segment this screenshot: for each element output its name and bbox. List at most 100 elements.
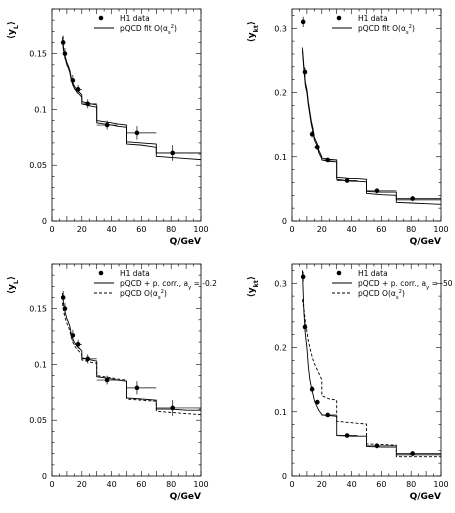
legend-label-1: H1 data	[120, 14, 150, 23]
y-axis-title: ⟨ykt⟩	[247, 21, 260, 42]
x-tick-label: 80	[406, 225, 416, 234]
x-axis-title: Q/GeV	[410, 237, 441, 247]
data-point	[70, 333, 76, 338]
data-point	[134, 130, 140, 136]
x-tick-label: 20	[77, 480, 87, 489]
data-point	[170, 150, 175, 156]
data-point	[315, 144, 320, 150]
data-point	[85, 101, 91, 107]
x-tick-label: 60	[136, 480, 146, 489]
series-line-2	[301, 50, 442, 205]
data-point	[300, 19, 306, 25]
series-line-1	[301, 47, 441, 201]
data-point	[325, 412, 331, 418]
x-tick-label: 40	[107, 225, 117, 234]
data-point	[344, 433, 350, 438]
x-tick-label: 40	[107, 480, 117, 489]
x-tick-label: 0	[49, 480, 54, 489]
data-point	[104, 122, 110, 128]
y-tick-label: 0.05	[29, 416, 47, 425]
y-tick-label: 0.2	[274, 89, 287, 98]
series-line-2	[301, 299, 441, 458]
legend-marker-data	[98, 15, 104, 21]
x-tick-label: 40	[347, 480, 357, 489]
y-tick-label: 0	[282, 217, 287, 226]
x-tick-label: 80	[166, 225, 176, 234]
data-point	[309, 386, 315, 392]
x-tick-label: 100	[193, 480, 208, 489]
data-point	[70, 78, 76, 83]
x-tick-label: 0	[49, 225, 54, 234]
x-tick-label: 60	[376, 480, 386, 489]
y-tick-label: 0	[282, 472, 287, 481]
legend-label-2: pQCD fit O(αs2)	[120, 24, 177, 36]
data-point	[309, 131, 315, 137]
data-point	[75, 87, 81, 92]
legend-marker-data	[336, 15, 342, 21]
series-line-1	[301, 270, 441, 456]
legend-label-2: pQCD + p. corr., ay = -50	[358, 279, 453, 291]
chart-panel-2: 0 20 40 60 80 100 0 0.1 0.2 0.3 Q/GeV ⟨ykt⟩ H1 datap…	[247, 8, 449, 247]
legend-marker-data	[98, 270, 104, 276]
x-tick-label: 80	[406, 480, 416, 489]
plot-frame	[51, 8, 202, 222]
y-axis-title: ⟨ykt⟩	[247, 276, 260, 297]
data-point	[410, 196, 415, 201]
series-line-1	[61, 36, 201, 154]
data-point	[374, 443, 380, 449]
x-tick-label: 100	[433, 225, 448, 234]
x-tick-label: 20	[317, 480, 327, 489]
y-tick-label: 0.1	[34, 360, 47, 369]
data-point	[302, 69, 308, 75]
chart-panel-3: 0 20 40 60 80 100 0 0.05 0.1 0.15 Q/GeV ⟨yL⟩ H1 data…	[7, 263, 217, 502]
data-point	[410, 451, 415, 456]
y-tick-label: 0	[42, 472, 47, 481]
legend-marker-data	[336, 270, 342, 276]
data-point	[344, 178, 350, 183]
x-tick-label: 100	[433, 480, 448, 489]
y-axis-title: ⟨yL⟩	[7, 276, 20, 294]
y-tick-label: 0.1	[274, 153, 287, 162]
x-tick-label: 40	[347, 225, 357, 234]
y-tick-label: 0.3	[274, 24, 287, 33]
y-axis-title: ⟨yL⟩	[7, 21, 20, 39]
data-point	[60, 40, 66, 45]
data-point	[315, 399, 320, 405]
data-point	[300, 274, 306, 280]
series-line-1	[61, 292, 201, 411]
legend-label-3: pQCD O(αs2)	[358, 289, 405, 301]
x-axis-title: Q/GeV	[410, 492, 441, 502]
y-tick-label: 0.2	[274, 344, 287, 353]
x-tick-label: 0	[289, 225, 294, 234]
series-line-2	[61, 302, 202, 416]
data-point	[374, 188, 380, 194]
x-tick-label: 20	[317, 225, 327, 234]
x-tick-label: 20	[77, 225, 87, 234]
data-point	[302, 324, 308, 330]
x-axis-title: Q/GeV	[170, 237, 201, 247]
data-point	[325, 157, 331, 163]
data-point	[134, 385, 140, 391]
x-tick-label: 60	[136, 225, 146, 234]
legend-label-1: H1 data	[358, 14, 388, 23]
legend-label-3: pQCD O(αs2)	[120, 289, 167, 301]
y-tick-label: 0.3	[274, 279, 287, 288]
data-point	[104, 377, 110, 383]
y-tick-label: 0.1	[274, 408, 287, 417]
chart-panel-1: 0 20 40 60 80 100 0 0.05 0.1 0.15 Q/GeV ⟨yL⟩ H1 data…	[7, 8, 209, 247]
data-point	[75, 342, 81, 347]
legend-label-1: H1 data	[120, 269, 150, 278]
legend-label-2: pQCD + p. corr., ay = -0.2	[120, 279, 217, 291]
y-tick-label: 0.15	[29, 50, 47, 59]
data-point	[62, 51, 68, 56]
legend-label-2: pQCD fit O(αs2)	[358, 24, 415, 36]
x-tick-label: 80	[166, 480, 176, 489]
data-point	[170, 405, 175, 411]
y-tick-label: 0.05	[29, 161, 47, 170]
x-tick-label: 100	[193, 225, 208, 234]
data-point	[60, 295, 66, 300]
y-tick-label: 0	[42, 217, 47, 226]
data-point	[85, 356, 91, 362]
